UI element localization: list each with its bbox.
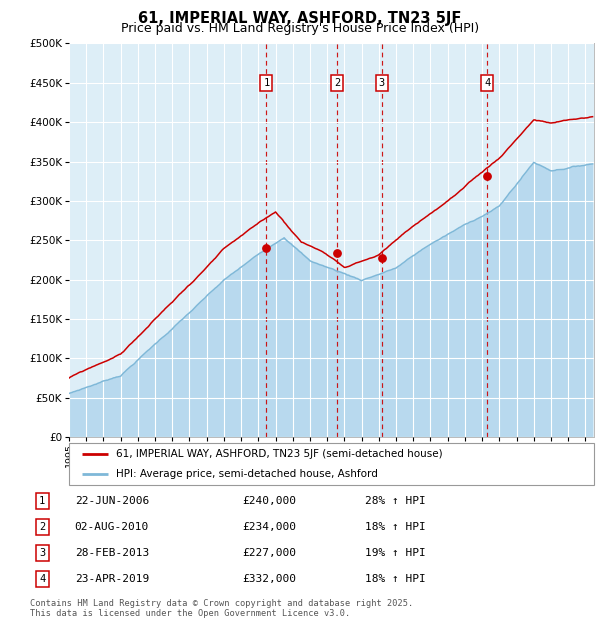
Text: 2: 2 <box>334 78 340 88</box>
Text: 61, IMPERIAL WAY, ASHFORD, TN23 5JF: 61, IMPERIAL WAY, ASHFORD, TN23 5JF <box>139 11 461 26</box>
Point <box>377 254 386 264</box>
Text: 28-FEB-2013: 28-FEB-2013 <box>74 548 149 558</box>
Text: 18% ↑ HPI: 18% ↑ HPI <box>365 522 425 532</box>
Text: 4: 4 <box>484 78 491 88</box>
Text: 4: 4 <box>39 574 46 584</box>
Text: 3: 3 <box>39 548 46 558</box>
Text: £240,000: £240,000 <box>242 496 296 506</box>
Text: 3: 3 <box>379 78 385 88</box>
Text: 23-APR-2019: 23-APR-2019 <box>74 574 149 584</box>
Text: 18% ↑ HPI: 18% ↑ HPI <box>365 574 425 584</box>
Text: £332,000: £332,000 <box>242 574 296 584</box>
Text: £227,000: £227,000 <box>242 548 296 558</box>
Text: 28% ↑ HPI: 28% ↑ HPI <box>365 496 425 506</box>
Text: Contains HM Land Registry data © Crown copyright and database right 2025.
This d: Contains HM Land Registry data © Crown c… <box>30 599 413 618</box>
Text: HPI: Average price, semi-detached house, Ashford: HPI: Average price, semi-detached house,… <box>116 469 378 479</box>
Text: 22-JUN-2006: 22-JUN-2006 <box>74 496 149 506</box>
Text: 02-AUG-2010: 02-AUG-2010 <box>74 522 149 532</box>
FancyBboxPatch shape <box>69 443 594 485</box>
Text: 61, IMPERIAL WAY, ASHFORD, TN23 5JF (semi-detached house): 61, IMPERIAL WAY, ASHFORD, TN23 5JF (sem… <box>116 450 443 459</box>
Text: 1: 1 <box>263 78 269 88</box>
Text: Price paid vs. HM Land Registry's House Price Index (HPI): Price paid vs. HM Land Registry's House … <box>121 22 479 35</box>
Text: 2: 2 <box>39 522 46 532</box>
Text: 19% ↑ HPI: 19% ↑ HPI <box>365 548 425 558</box>
Point <box>262 243 271 253</box>
Point <box>482 170 492 180</box>
Text: 1: 1 <box>39 496 46 506</box>
Point <box>332 248 342 258</box>
Text: £234,000: £234,000 <box>242 522 296 532</box>
